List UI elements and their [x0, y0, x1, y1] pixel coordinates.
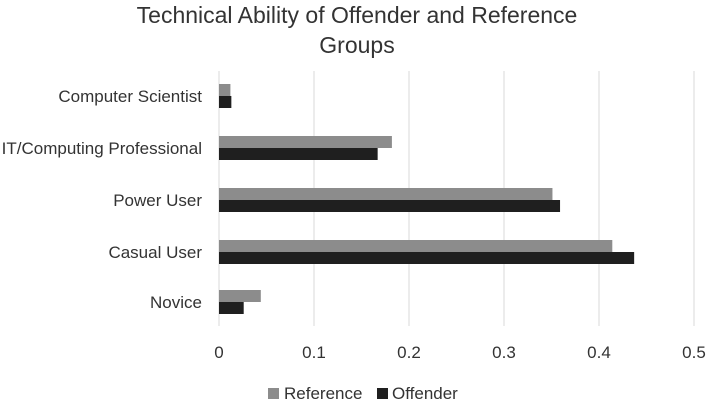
category-label: Power User	[113, 191, 202, 210]
bar-offender-casual-user	[219, 252, 635, 264]
legend-label-reference: Reference	[284, 384, 362, 403]
bar-offender-novice	[219, 302, 244, 314]
category-label: Computer Scientist	[58, 87, 202, 106]
legend-swatch-offender	[377, 388, 388, 399]
bar-reference-casual-user	[219, 240, 613, 252]
legend: Reference Offender	[268, 384, 458, 403]
x-tick-label: 0.4	[587, 343, 611, 362]
bar-reference-computer-scientist	[219, 84, 231, 96]
category-label: Casual User	[108, 243, 202, 262]
category-labels: Computer Scientist IT/Computing Professio…	[2, 87, 203, 312]
bars	[219, 84, 635, 314]
chart-title: Technical Ability of Offender and Refere…	[137, 2, 578, 58]
chart-title-line-1: Technical Ability of Offender and Refere…	[137, 2, 578, 28]
legend-label-offender: Offender	[392, 384, 458, 403]
bar-offender-computer-scientist	[219, 96, 232, 108]
x-tick-label: 0.5	[682, 343, 706, 362]
x-tick-label: 0.2	[397, 343, 421, 362]
bar-reference-novice	[219, 290, 261, 302]
legend-swatch-reference	[268, 388, 279, 399]
chart-title-line-2: Groups	[319, 32, 394, 58]
bar-offender-power-user	[219, 200, 561, 212]
bar-offender-it-computing-professional	[219, 148, 378, 160]
x-axis-tick-labels: 0 0.1 0.2 0.3 0.4 0.5	[214, 343, 706, 362]
x-tick-label: 0.3	[492, 343, 516, 362]
bar-reference-power-user	[219, 188, 553, 200]
bar-reference-it-computing-professional	[219, 136, 392, 148]
category-label: Novice	[150, 293, 202, 312]
x-tick-label: 0.1	[302, 343, 326, 362]
category-label: IT/Computing Professional	[2, 139, 202, 158]
x-tick-label: 0	[214, 343, 223, 362]
